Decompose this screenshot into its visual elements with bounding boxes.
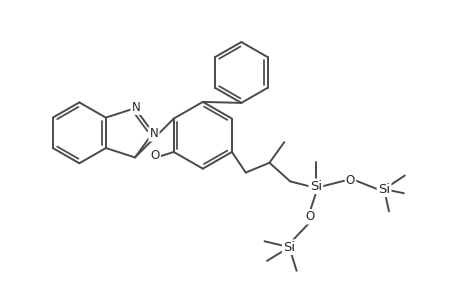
Text: O: O: [150, 149, 159, 162]
Text: N: N: [131, 101, 140, 114]
Text: O: O: [345, 174, 354, 187]
Text: Si: Si: [309, 180, 321, 193]
Text: N: N: [149, 127, 158, 140]
Text: O: O: [305, 210, 314, 223]
Text: Si: Si: [377, 183, 389, 196]
Text: Si: Si: [283, 241, 295, 254]
